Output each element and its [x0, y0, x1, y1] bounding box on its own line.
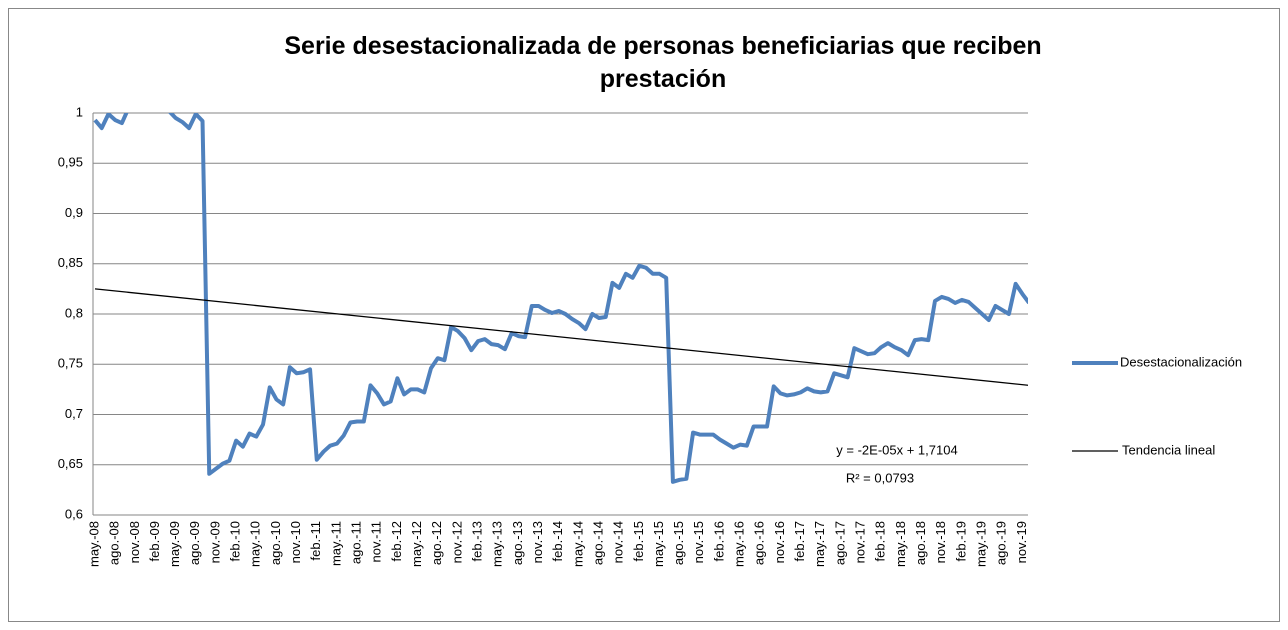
x-tick-label: may.-08: [86, 521, 101, 567]
y-tick-label: 1: [76, 104, 83, 119]
x-tick-label: ago.-11: [349, 521, 364, 564]
y-tick-label: 0,65: [58, 456, 83, 471]
x-tick-label: feb.-09: [147, 521, 162, 561]
plot: [93, 113, 1028, 484]
x-tick-label: may.-09: [167, 521, 182, 567]
legend-label: Desestacionalización: [1120, 354, 1242, 369]
x-tick-label: ago.-15: [671, 521, 686, 565]
x-tick-label: ago.-17: [832, 521, 847, 565]
x-tick-label: may.-17: [812, 521, 827, 567]
x-tick-label: may.-11: [328, 521, 343, 566]
y-tick-label: 0,9: [65, 205, 83, 220]
chart-title: Serie desestacionalizada de personas ben…: [284, 32, 1042, 93]
x-tick-label: ago.-10: [268, 521, 283, 565]
x-tick-label: nov.-09: [207, 521, 222, 563]
x-tick-label: feb.-16: [711, 521, 726, 561]
x-tick-label: nov.-15: [691, 521, 706, 563]
trend-line: [94, 288, 1028, 386]
x-tick-label: ago.-18: [913, 521, 928, 565]
x-tick-label: feb.-14: [550, 521, 565, 561]
y-tick-label: 0,6: [65, 506, 83, 521]
x-tick-label: may.-14: [570, 521, 585, 567]
x-tick-label: feb.-11: [308, 521, 323, 561]
chart-border: [8, 8, 1280, 622]
x-tick-label: ago.-13: [510, 521, 525, 565]
x-tick-label: nov.-13: [530, 521, 545, 563]
x-tick-label: may.-15: [651, 521, 666, 567]
x-tick-label: may.-16: [732, 521, 747, 567]
x-tick-label: may.-19: [973, 521, 988, 567]
x-tick-label: nov.-08: [127, 521, 142, 563]
y-tick-label: 0,8: [65, 305, 83, 320]
x-tick-label: may.-12: [409, 521, 424, 567]
x-tick-label: ago.-16: [752, 521, 767, 565]
x-tick-label: may.-18: [893, 521, 908, 567]
x-tick-label: nov.-11: [369, 521, 384, 562]
x-tick-label: feb.-15: [631, 521, 646, 561]
x-tick-label: nov.-10: [288, 521, 303, 563]
y-tick-label: 0,85: [58, 255, 83, 270]
x-tick-label: feb.-13: [469, 521, 484, 561]
x-tick-label: ago.-08: [107, 521, 122, 565]
x-tick-label: nov.-17: [853, 521, 868, 563]
x-tick-label: feb.-17: [792, 521, 807, 561]
annotation: y = -2E-05x + 1,7104: [836, 442, 957, 457]
data-line: [93, 113, 1028, 484]
legend-label: Tendencia lineal: [1122, 442, 1215, 457]
y-tick-label: 0,75: [58, 356, 83, 371]
y-tick-label: 0,7: [65, 406, 83, 421]
x-tick-label: feb.-10: [228, 521, 243, 561]
x-tick-label: ago.-19: [994, 521, 1009, 565]
x-tick-label: nov.-16: [772, 521, 787, 563]
x-tick-label: ago.-14: [590, 521, 605, 565]
x-tick-label: feb.-18: [873, 521, 888, 561]
x-tick-label: feb.-12: [389, 521, 404, 561]
x-tick-label: ago.-09: [187, 521, 202, 565]
y-tick-label: 0,95: [58, 155, 83, 170]
x-tick-label: feb.-19: [953, 521, 968, 561]
x-tick-label: nov.-12: [449, 521, 464, 563]
x-tick-label: nov.-14: [611, 521, 626, 563]
x-tick-label: ago.-12: [429, 521, 444, 565]
x-tick-label: nov.-19: [1014, 521, 1029, 563]
x-tick-label: nov.-18: [933, 521, 948, 563]
x-tick-label: may.-10: [248, 521, 263, 567]
annotation: R² = 0,0793: [846, 470, 914, 485]
x-tick-label: may.-13: [490, 521, 505, 567]
